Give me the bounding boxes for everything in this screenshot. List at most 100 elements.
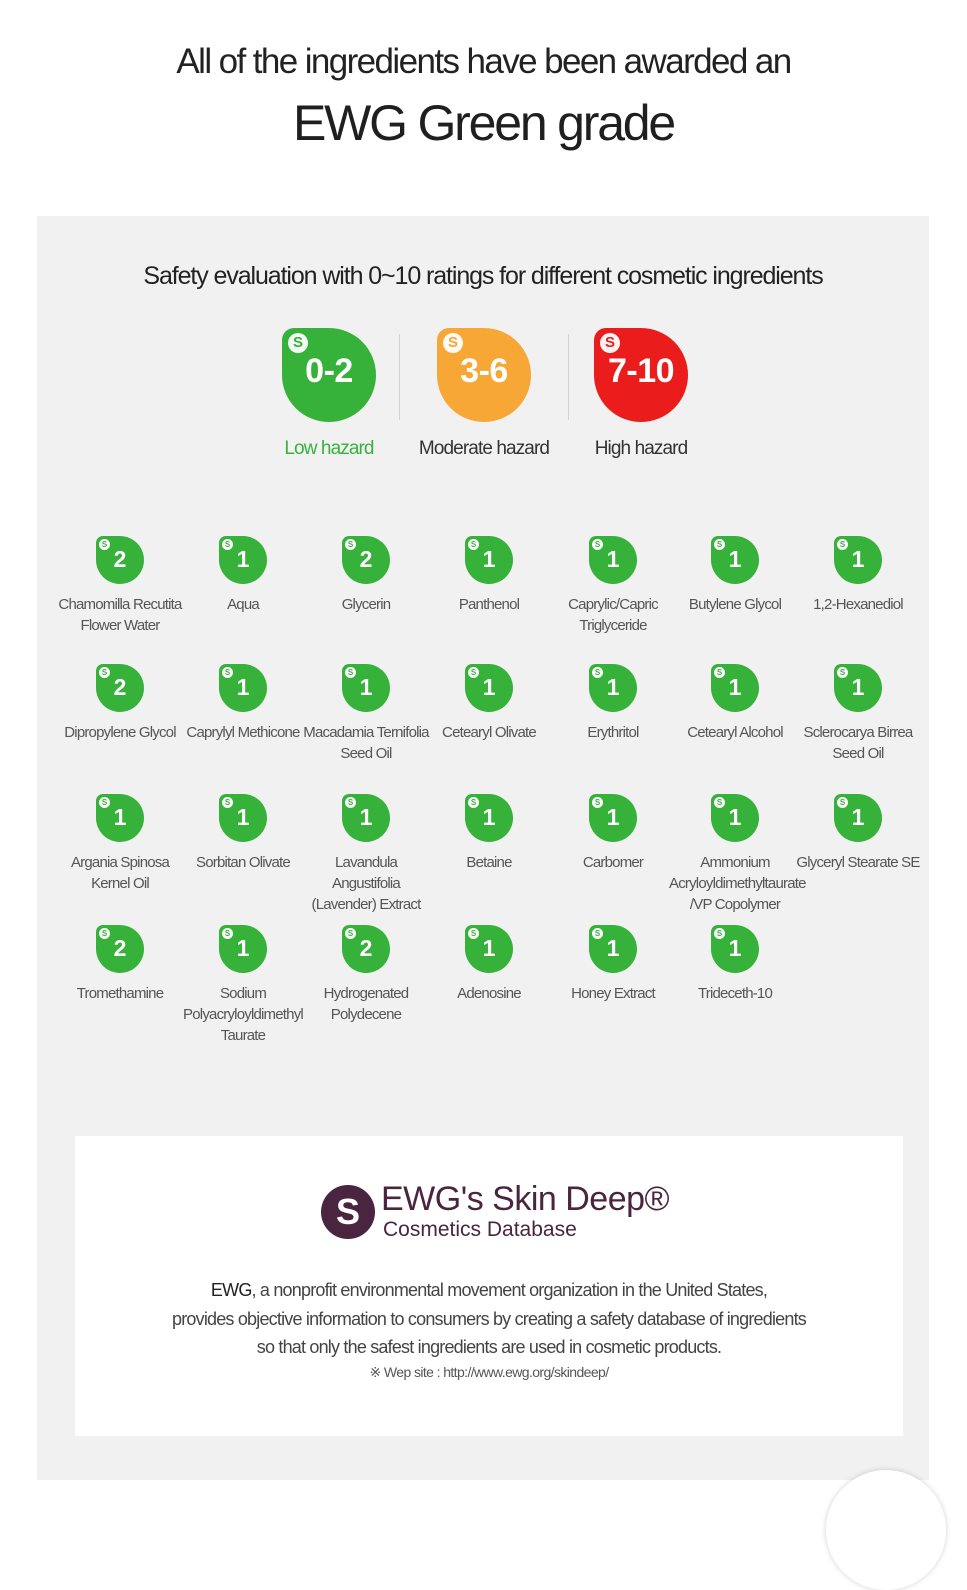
ingredient-name: Cetearyl Olivate: [442, 724, 537, 741]
ingredient-score: 2: [113, 674, 127, 700]
ingredient-item: S 1 Honey Extract: [547, 925, 679, 1004]
s-icon: S: [837, 667, 848, 678]
ingredient-item: S 1 Carbomer: [547, 794, 679, 873]
ingredient-score: 1: [728, 674, 742, 700]
ingredient-score: 2: [359, 935, 373, 961]
grade-badge-low: S 0-2: [282, 328, 376, 422]
ewg-info-box: S EWG's Skin Deep® Cosmetics Database EW…: [75, 1136, 903, 1436]
s-icon: S: [468, 797, 479, 808]
ingredient-score: 2: [359, 546, 373, 572]
ingredient-item: S 2 Hydrogenated Polydecene: [300, 925, 432, 1025]
ingredient-item: S 2 Dipropylene Glycol: [54, 664, 186, 743]
ingredient-score: 1: [236, 546, 250, 572]
ingredient-name: Panthenol: [458, 596, 520, 613]
grade-low: S 0-2 Low hazard: [239, 328, 419, 460]
s-icon: S: [99, 797, 110, 808]
s-icon: S: [222, 539, 233, 550]
desc-ewg: EWG: [210, 1280, 252, 1300]
scroll-top-button[interactable]: [826, 1470, 946, 1590]
s-icon: S: [837, 539, 848, 550]
ingredient-item: S 1 Sorbitan Olivate: [177, 794, 309, 873]
s-icon: S: [345, 797, 356, 808]
ingredient-item: S 1 Ammonium Acryloyldimethyltaurate /VP C…: [669, 794, 806, 915]
ingredient-name: Adenosine: [457, 985, 522, 1002]
ingredient-score: 1: [851, 546, 865, 572]
s-icon: S: [592, 928, 603, 939]
ingredient-score: 2: [113, 546, 127, 572]
ingredient-item: S 1 Panthenol: [423, 536, 555, 615]
ingredient-item: S 1 Trideceth-10: [669, 925, 801, 1004]
ingredient-score: 1: [606, 546, 620, 572]
s-icon: S: [714, 928, 725, 939]
s-icon: S: [714, 539, 725, 550]
ingredient-score: 1: [606, 674, 620, 700]
s-icon: S: [443, 333, 463, 353]
ingredient-score: 1: [359, 674, 373, 700]
s-icon: S: [714, 667, 725, 678]
s-icon: S: [600, 333, 620, 353]
ingredient-name: Butylene Glycol: [688, 596, 782, 613]
grade-high: S 7-10 High hazard: [551, 328, 731, 460]
ingredient-name: Hydrogenated Polydecene: [323, 985, 409, 1023]
s-icon: S: [288, 333, 308, 353]
s-icon: S: [99, 667, 110, 678]
ingredient-name: Chamomilla Recutita Flower Water: [58, 596, 182, 634]
ingredient-score: 1: [606, 804, 620, 830]
ingredient-item: S 1 Sclerocarya Birrea Seed Oil: [792, 664, 924, 764]
ingredient-item: S 2 Chamomilla Recutita Flower Water: [54, 536, 186, 636]
ingredient-name: Caprylic/Capric Triglyceride: [568, 596, 659, 634]
ewg-description: EWG, a nonprofit environmental movement …: [75, 1276, 903, 1362]
ingredient-score: 1: [728, 546, 742, 572]
ingredient-score: 1: [728, 935, 742, 961]
grade-label: Moderate hazard: [418, 438, 550, 459]
ingredient-name: Glycerin: [341, 596, 391, 613]
ingredient-score: 1: [236, 804, 250, 830]
ingredient-name: 1,2-Hexanediol: [813, 596, 904, 613]
ingredient-name: Glyceryl Stearate SE: [796, 854, 920, 871]
s-icon: S: [345, 539, 356, 550]
ingredient-name: Argania Spinosa Kernel Oil: [70, 854, 170, 892]
desc-line1: , a nonprofit environmental movement org…: [251, 1280, 768, 1300]
ingredient-name: Macadamia Ternifolia Seed Oil: [303, 724, 429, 762]
s-icon: S: [468, 539, 479, 550]
s-icon: S: [592, 797, 603, 808]
s-icon: S: [345, 667, 356, 678]
ingredient-item: S 1 Macadamia Ternifolia Seed Oil: [300, 664, 432, 764]
grade-range: 3-6: [460, 352, 508, 390]
ingredient-item: S 1 Argania Spinosa Kernel Oil: [54, 794, 186, 894]
ingredient-name: Honey Extract: [571, 985, 656, 1002]
ingredient-score: 1: [236, 935, 250, 961]
s-icon: S: [222, 667, 233, 678]
ingredient-name: Dipropylene Glycol: [64, 724, 176, 741]
ingredient-name: Caprylyl Methicone: [186, 724, 300, 741]
ingredient-score: 1: [482, 546, 496, 572]
ewg-website: ※ Wep site : http://www.ewg.org/skindeep…: [369, 1364, 610, 1380]
divider: [568, 334, 569, 420]
ingredient-item: S 1 Caprylic/Capric Triglyceride: [547, 536, 679, 636]
headline-line1: All of the ingredients have been awarded…: [176, 42, 792, 81]
ingredient-item: S 1 Betaine: [423, 794, 555, 873]
ingredient-item: S 1 Lavandula Angustifolia (Lavender) Extr…: [300, 794, 432, 915]
ingredient-score: 1: [728, 804, 742, 830]
ingredient-score: 2: [113, 935, 127, 961]
ingredient-item: S 2 Tromethamine: [54, 925, 186, 1004]
s-icon: S: [468, 928, 479, 939]
ingredient-name: Erythritol: [587, 724, 639, 741]
ingredient-item: S 1 Adenosine: [423, 925, 555, 1004]
grade-badge-high: S 7-10: [594, 328, 688, 422]
ingredient-name: Tromethamine: [76, 985, 164, 1002]
